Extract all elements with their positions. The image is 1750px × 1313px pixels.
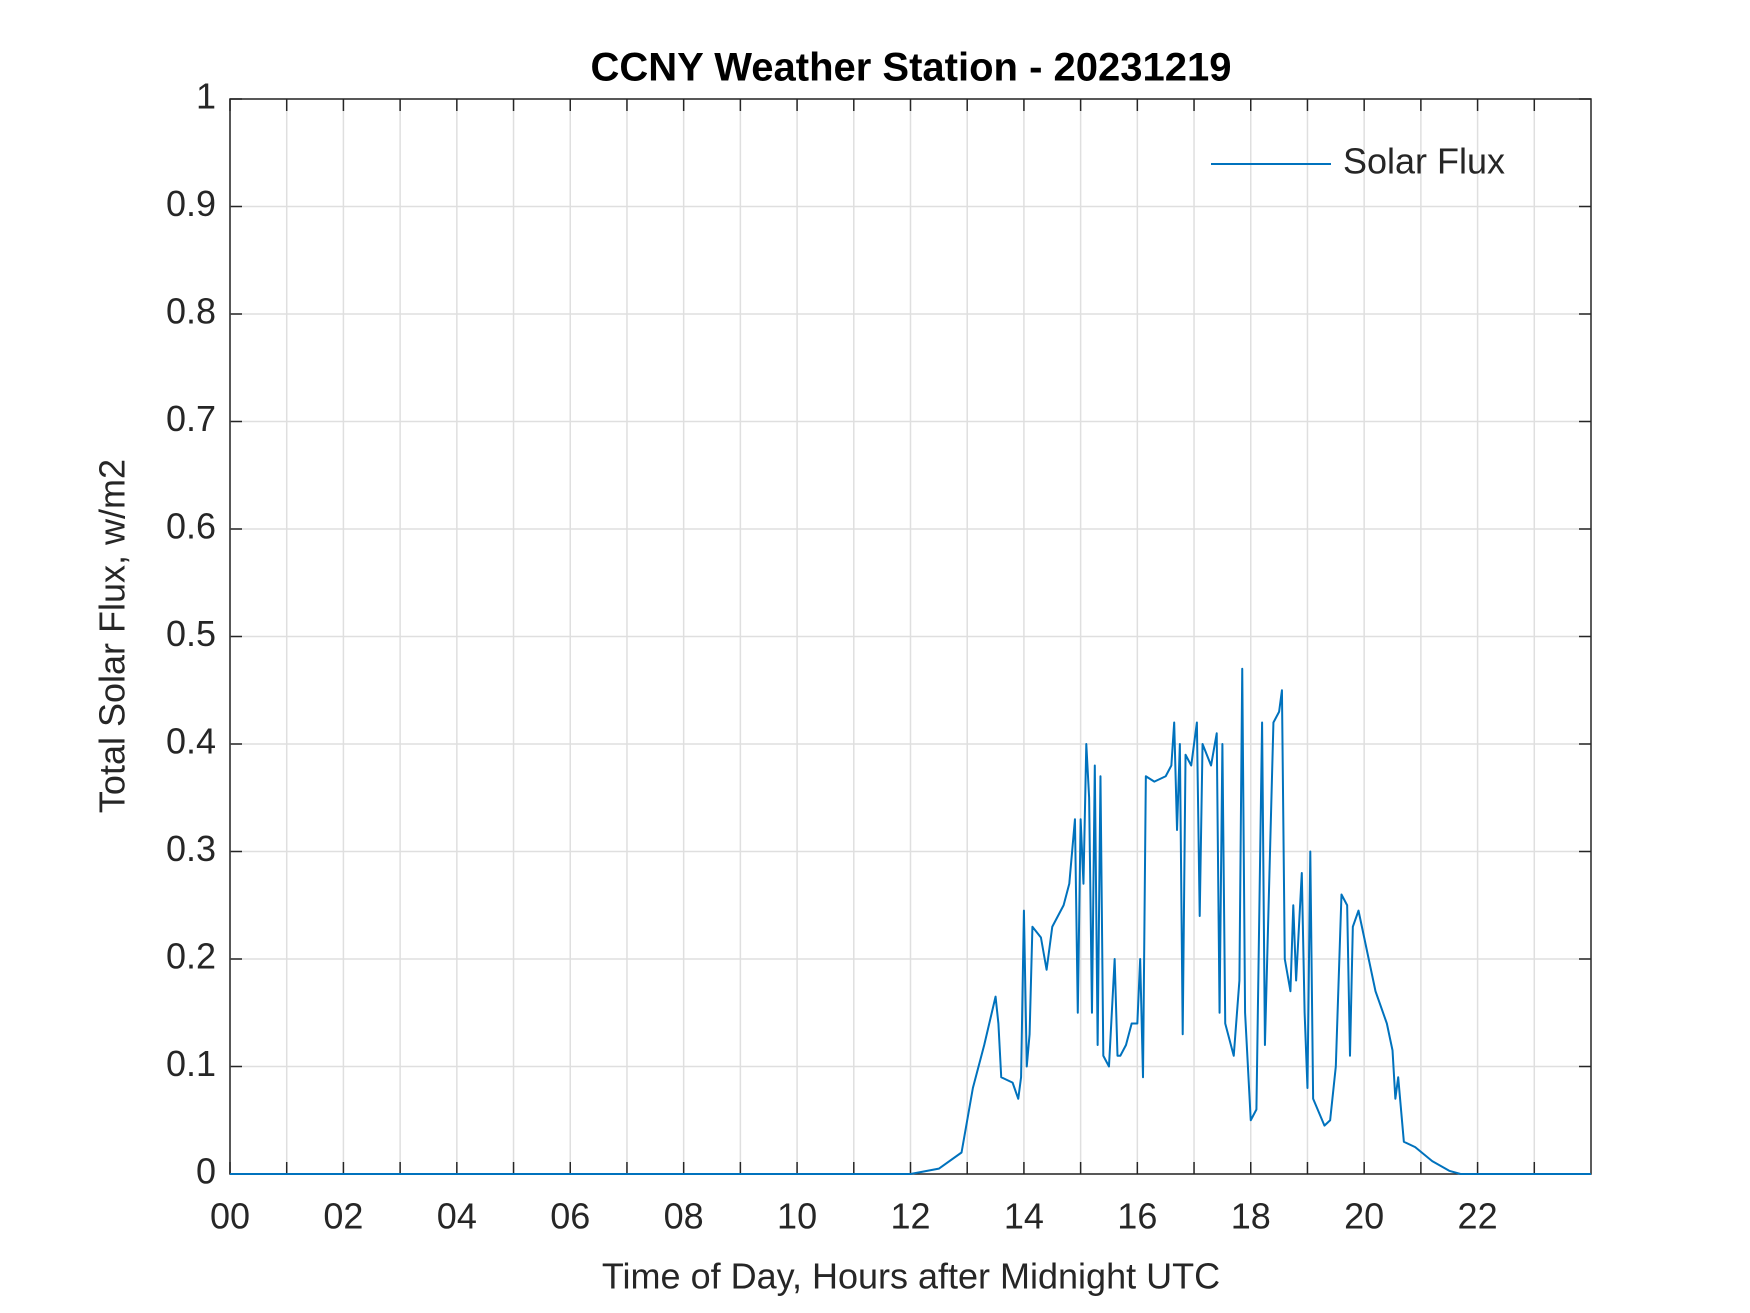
x-tick-label: 06 xyxy=(550,1196,590,1237)
x-tick-label: 02 xyxy=(323,1196,363,1237)
x-tick-label: 00 xyxy=(210,1196,250,1237)
y-tick-label: 0.8 xyxy=(166,291,216,332)
x-axis-label: Time of Day, Hours after Midnight UTC xyxy=(602,1256,1220,1297)
y-tick-label: 0.6 xyxy=(166,506,216,547)
chart-title: CCNY Weather Station - 20231219 xyxy=(591,46,1232,90)
x-tick-label: 10 xyxy=(777,1196,817,1237)
legend-label: Solar Flux xyxy=(1343,141,1505,182)
x-tick-label: 12 xyxy=(890,1196,930,1237)
x-tick-label: 08 xyxy=(664,1196,704,1237)
y-tick-label: 0 xyxy=(196,1151,216,1192)
x-tick-label: 20 xyxy=(1344,1196,1384,1237)
data-line xyxy=(230,667,1591,1175)
y-tick-label: 0.9 xyxy=(166,183,216,224)
x-tick-label: 16 xyxy=(1117,1196,1157,1237)
x-tick-label: 18 xyxy=(1231,1196,1271,1237)
y-tick-label: 0.1 xyxy=(166,1043,216,1084)
y-tick-label: 0.4 xyxy=(166,721,216,762)
y-axis-label: Total Solar Flux, w/m2 xyxy=(92,459,133,813)
x-tick-label: 22 xyxy=(1458,1196,1498,1237)
y-tick-label: 0.7 xyxy=(166,398,216,439)
x-tick-label: 14 xyxy=(1004,1196,1044,1237)
y-tick-label: 1 xyxy=(196,76,216,117)
x-tick-label: 04 xyxy=(437,1196,477,1237)
y-tick-label: 0.5 xyxy=(166,613,216,654)
y-tick-label: 0.2 xyxy=(166,936,216,977)
y-tick-label: 0.3 xyxy=(166,828,216,869)
